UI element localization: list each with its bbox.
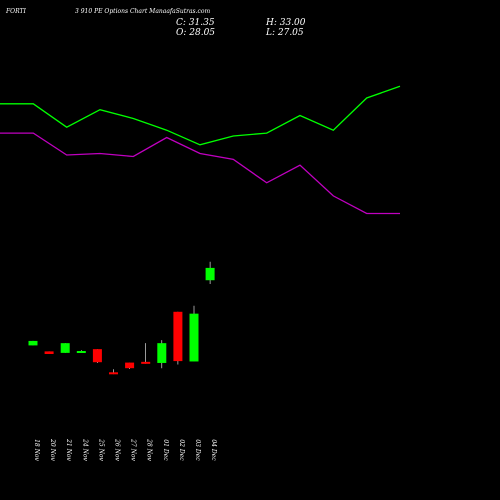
- symbol-title: FORTI: [6, 8, 26, 15]
- x-tick-label: 25 Nov: [97, 438, 104, 461]
- x-tick-label: 26 Nov: [114, 438, 121, 461]
- x-tick-label: 01 Dec: [162, 439, 169, 461]
- candle-body: [125, 362, 135, 369]
- low-value: L: 27.05: [266, 28, 304, 38]
- x-tick-label: 02 Dec: [178, 439, 185, 461]
- candle-body: [109, 372, 118, 375]
- candle-body: [76, 351, 86, 354]
- candle-body: [44, 351, 54, 354]
- chart-subtitle: 3 910 PE Options Chart ManaafaSutras.com: [75, 8, 211, 15]
- candle-body: [60, 343, 70, 353]
- close-value: C: 31.35: [176, 18, 215, 28]
- candle-body: [173, 311, 183, 362]
- lower-line-series: [0, 132, 400, 215]
- x-tick-label: 04 Dec: [210, 439, 217, 461]
- x-tick-label: 03 Dec: [194, 439, 201, 461]
- candle-body: [92, 349, 102, 363]
- x-tick-label: 18 Nov: [33, 439, 40, 461]
- x-tick-label: 28 Nov: [146, 438, 153, 461]
- candle-body: [28, 340, 38, 346]
- x-tick-label: 21 Nov: [65, 438, 72, 461]
- candle-body: [157, 343, 167, 363]
- x-tick-label: 20 Nov: [49, 438, 56, 461]
- candle-body: [141, 361, 151, 364]
- open-value: O: 28.05: [176, 28, 216, 38]
- candle-body: [189, 313, 199, 362]
- high-value: H: 33.00: [266, 18, 306, 28]
- candle-body: [205, 267, 215, 281]
- upper-line-series: [0, 85, 401, 146]
- x-tick-label: 27 Nov: [130, 438, 137, 461]
- x-tick-label: 24 Nov: [81, 438, 88, 461]
